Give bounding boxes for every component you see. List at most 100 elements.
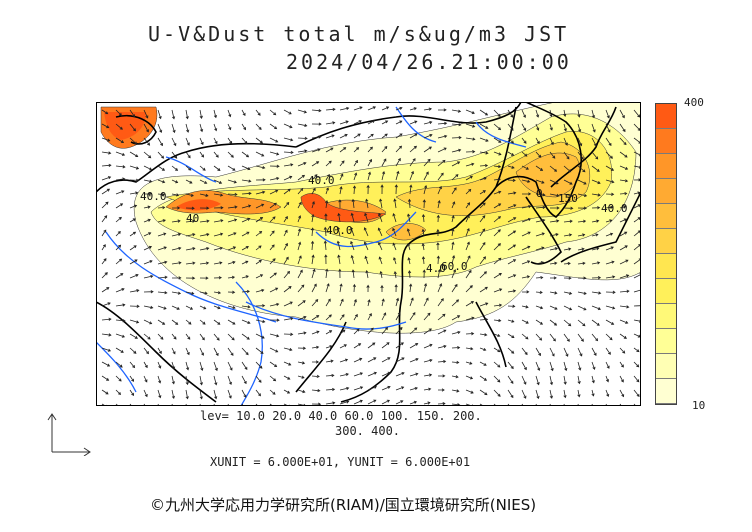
wind-arrow xyxy=(185,109,189,120)
wind-arrow xyxy=(143,319,153,325)
wind-arrow xyxy=(115,231,121,237)
wind-arrow xyxy=(451,299,460,307)
wind-arrow xyxy=(605,109,610,119)
wind-arrow xyxy=(297,331,307,335)
wind-arrow xyxy=(241,361,248,371)
wind-arrow xyxy=(363,227,369,237)
wind-arrow xyxy=(255,304,266,308)
wind-arrow xyxy=(619,218,628,223)
wind-arrow xyxy=(227,192,238,197)
wind-arrow xyxy=(337,254,341,265)
wind-arrow xyxy=(393,257,397,265)
wind-arrow xyxy=(493,109,501,117)
contour-levels-line1: lev= 10.0 20.0 40.0 60.0 100. 150. 200. xyxy=(200,409,482,423)
wind-arrow xyxy=(423,328,432,335)
wind-arrow xyxy=(409,297,414,307)
wind-arrow xyxy=(381,312,387,321)
wind-arrow xyxy=(591,261,601,265)
wind-arrow xyxy=(157,375,162,384)
wind-arrow xyxy=(423,387,432,391)
wind-arrow xyxy=(227,179,237,184)
wind-arrow xyxy=(353,343,362,349)
wind-arrow xyxy=(521,245,531,251)
wind-arrow xyxy=(423,120,433,125)
wind-arrow xyxy=(297,228,302,237)
wind-arrow xyxy=(241,289,250,294)
wind-arrow xyxy=(465,375,474,380)
wind-arrow xyxy=(143,179,153,183)
wind-arrow xyxy=(269,375,277,382)
wind-arrow xyxy=(605,333,613,341)
wind-arrow xyxy=(325,283,330,293)
wind-arrow xyxy=(392,213,397,223)
wind-arrow xyxy=(535,375,540,386)
wind-arrow xyxy=(409,312,416,321)
wind-arrow xyxy=(381,385,391,391)
wind-arrow xyxy=(409,372,419,377)
wind-arrow xyxy=(409,327,418,335)
wind-arrow xyxy=(619,347,626,354)
wind-arrow xyxy=(325,330,333,335)
wind-arrow xyxy=(366,284,370,293)
wind-arrow xyxy=(437,185,442,195)
wind-arrow xyxy=(507,151,515,156)
wind-arrow xyxy=(493,361,501,368)
wind-arrow xyxy=(115,347,124,353)
wind-arrow xyxy=(563,261,571,266)
wind-arrow xyxy=(605,389,610,398)
colorbar-swatch xyxy=(656,179,676,204)
wind-arrow xyxy=(507,244,517,251)
wind-arrow xyxy=(591,319,600,326)
wind-arrow xyxy=(255,389,261,397)
wind-arrow xyxy=(171,151,178,159)
wind-arrow xyxy=(297,255,302,265)
wind-arrow xyxy=(143,109,149,119)
wind-arrow xyxy=(241,137,248,145)
wind-arrow xyxy=(381,357,391,363)
wind-arrow xyxy=(591,389,595,397)
wind-arrow xyxy=(577,347,583,357)
wind-arrow xyxy=(591,193,601,197)
wind-arrow xyxy=(422,269,426,279)
wind-arrow xyxy=(493,151,502,156)
wind-arrow xyxy=(115,244,122,251)
wind-arrow xyxy=(563,291,573,295)
wind-arrow xyxy=(381,106,390,111)
wind-arrow xyxy=(364,255,369,265)
wind-arrow xyxy=(143,151,152,159)
wind-arrow xyxy=(101,287,110,293)
wind-arrow xyxy=(507,289,517,293)
wind-arrow xyxy=(129,231,137,237)
wind-arrow xyxy=(115,177,126,181)
wind-arrow xyxy=(311,148,321,153)
wind-arrow xyxy=(213,219,224,223)
wind-arrow xyxy=(633,191,641,195)
wind-arrow xyxy=(199,219,210,223)
wind-arrow xyxy=(269,287,279,293)
wind-arrow xyxy=(171,179,179,184)
wind-arrow xyxy=(353,386,364,391)
wind-arrow xyxy=(563,206,574,210)
wind-arrow xyxy=(227,361,233,371)
wind-arrow xyxy=(101,389,109,395)
wind-arrow xyxy=(185,291,195,295)
wind-arrow xyxy=(605,347,611,355)
wind-arrow xyxy=(451,346,461,350)
wind-arrow xyxy=(227,375,232,386)
wind-arrow xyxy=(367,171,372,181)
wind-arrow xyxy=(479,190,486,195)
wind-arrow xyxy=(283,137,294,142)
wind-arrow xyxy=(227,347,234,356)
wind-arrow xyxy=(619,137,627,146)
wind-arrow xyxy=(143,375,148,383)
wind-arrow xyxy=(619,361,624,368)
wind-arrow xyxy=(283,175,293,181)
wind-arrow xyxy=(479,241,486,251)
wind-arrow xyxy=(451,269,457,279)
wind-arrow xyxy=(633,109,641,118)
wind-arrow xyxy=(380,184,384,195)
wind-arrow xyxy=(521,275,531,279)
wind-arrow xyxy=(465,301,475,307)
wind-arrow xyxy=(297,241,302,251)
wind-arrow xyxy=(171,219,181,223)
